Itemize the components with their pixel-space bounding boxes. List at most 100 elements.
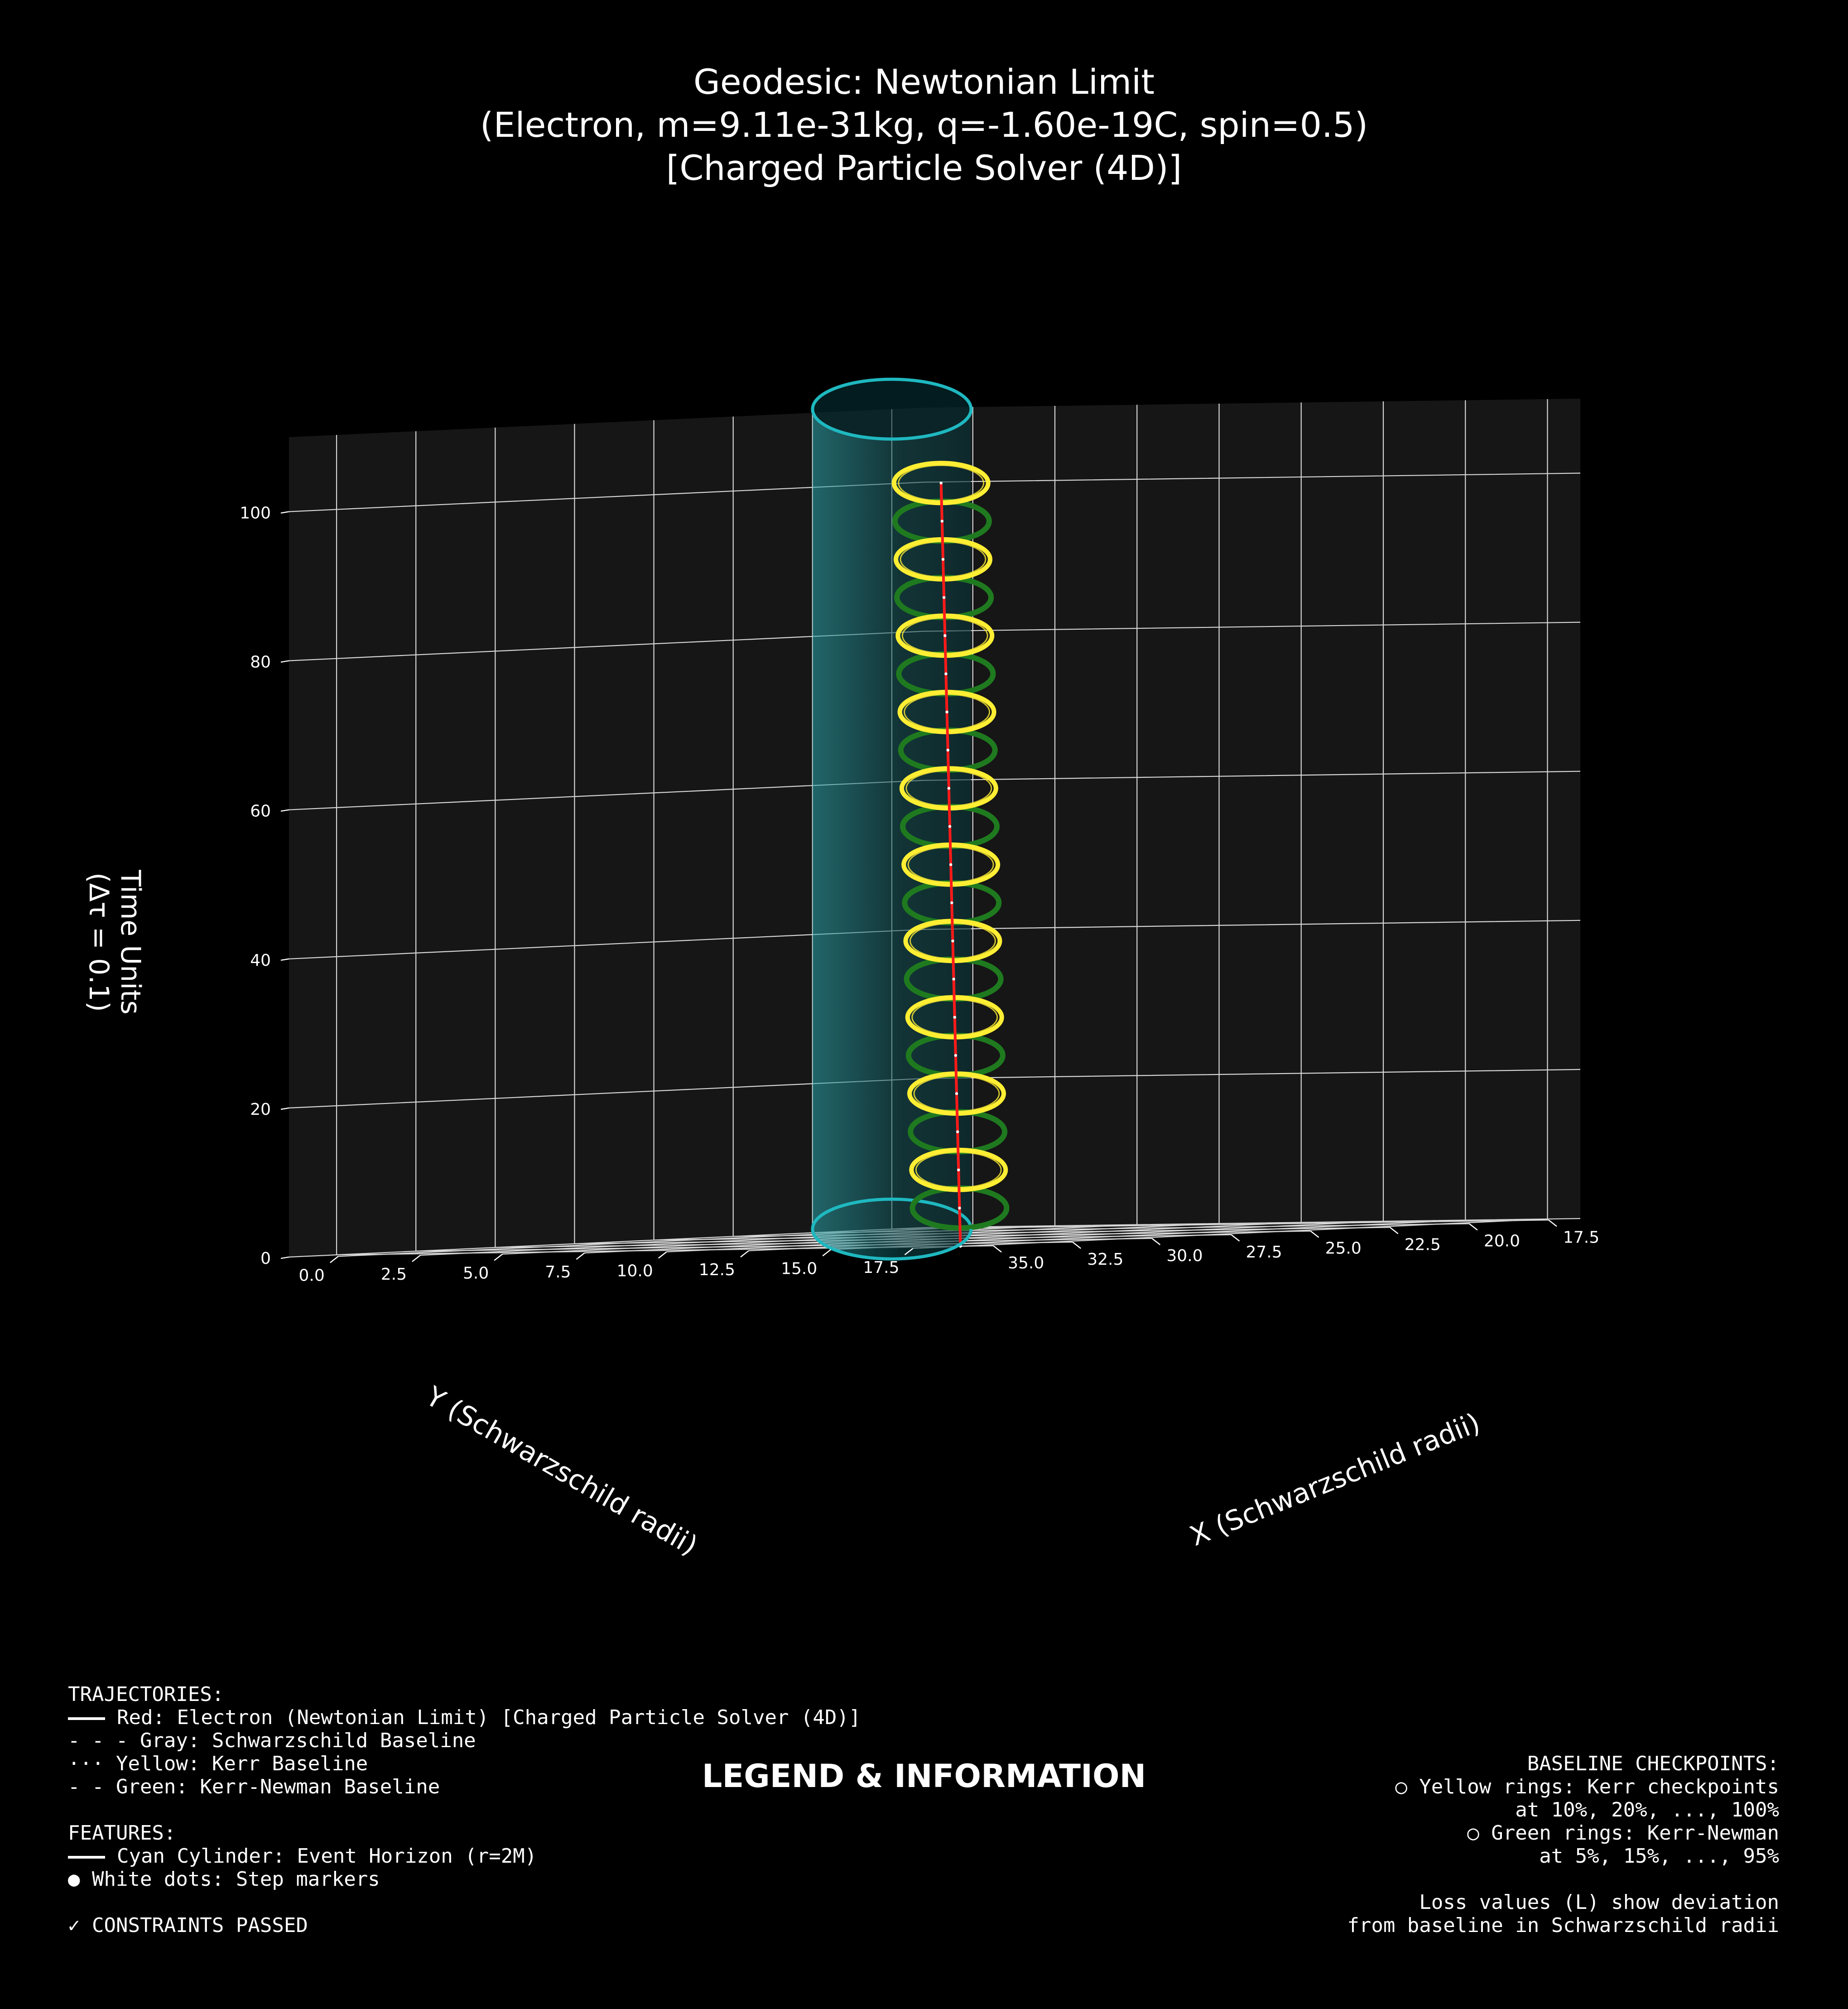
x-tick-label-3: 25.0 — [1325, 1239, 1362, 1258]
x-tick-1 — [1469, 1223, 1478, 1231]
legend-left-line-3: ··· Yellow: Kerr Baseline — [68, 1752, 368, 1775]
y-tick-label-6: 15.0 — [781, 1260, 817, 1278]
y-tick-label-1: 2.5 — [381, 1265, 407, 1284]
x-tick-0 — [1548, 1219, 1557, 1227]
step-marker-3 — [956, 1130, 959, 1133]
legend-right-line-6: Loss values (L) show deviation — [1419, 1891, 1779, 1914]
z-tick-label-1: 20 — [250, 1100, 271, 1119]
event-horizon-bottom-front — [811, 1229, 973, 1261]
legend-right-line-4: at 5%, 15%, ..., 95% — [1539, 1845, 1779, 1868]
z-tick-label-2: 40 — [250, 951, 271, 970]
step-marker-1 — [958, 1206, 961, 1210]
x-tick-5 — [1151, 1238, 1161, 1245]
x-tick-label-6: 32.5 — [1087, 1250, 1123, 1269]
step-marker-7 — [952, 978, 955, 981]
y-tick-1 — [412, 1255, 421, 1262]
y-tick-label-3: 7.5 — [545, 1263, 571, 1282]
step-marker-13 — [946, 748, 949, 752]
y-tick-6 — [822, 1249, 831, 1257]
x-tick-label-2: 22.5 — [1405, 1236, 1441, 1254]
y-tick-5 — [740, 1250, 749, 1257]
step-marker-15 — [944, 672, 948, 675]
legend-right-line-1: ○ Yellow rings: Kerr checkpoints — [1395, 1775, 1779, 1798]
y-tick-4 — [658, 1251, 667, 1259]
z-tick-5 — [280, 511, 289, 514]
event-horizon-bottom-back — [811, 1197, 973, 1229]
y-tick-3 — [576, 1253, 585, 1260]
z-axis-label-line-1: (Δτ = 0.1) — [83, 872, 115, 1012]
y-tick-label-2: 5.0 — [463, 1264, 489, 1283]
legend-heading: LEGEND & INFORMATION — [702, 1758, 1146, 1795]
step-marker-10 — [949, 863, 953, 866]
step-marker-8 — [951, 939, 954, 943]
step-marker-18 — [941, 558, 945, 561]
legend-left-line-7: Cyan Cylinder: Event Horizon (r=2M) — [117, 1845, 537, 1868]
z-tick-1 — [280, 1107, 289, 1110]
step-marker-5 — [954, 1054, 958, 1057]
x-tick-label-7: 35.0 — [1008, 1254, 1044, 1272]
z-axis-label-line-0: Time Units — [115, 869, 146, 1014]
y-tick-label-5: 12.5 — [699, 1261, 735, 1279]
step-marker-17 — [942, 596, 946, 599]
axes-ticks — [280, 511, 1557, 1263]
y-tick-label-7: 17.5 — [863, 1258, 899, 1277]
event-horizon-top — [811, 377, 973, 441]
event-horizon-front — [811, 377, 973, 1261]
x-tick-label-0: 17.5 — [1563, 1228, 1599, 1247]
trajectory-group — [939, 482, 962, 1248]
step-marker-4 — [955, 1092, 958, 1095]
y-axis-label: Y (Schwarzschild radii) — [420, 1380, 703, 1562]
step-marker-16 — [943, 634, 947, 637]
x-tick-4 — [1231, 1234, 1240, 1242]
legend-left-line-2: - - - Gray: Schwarzschild Baseline — [68, 1729, 476, 1752]
z-tick-2 — [280, 958, 289, 961]
grid-floor-y-7 — [913, 1218, 1548, 1249]
chart-title-line-1: (Electron, m=9.11e-31kg, q=-1.60e-19C, s… — [480, 105, 1368, 145]
legend-right-line-2: at 10%, 20%, ..., 100% — [1515, 1798, 1779, 1821]
step-marker-20 — [939, 482, 943, 485]
z-tick-0 — [280, 1256, 289, 1259]
x-tick-3 — [1310, 1230, 1319, 1238]
x-tick-7 — [993, 1245, 1002, 1253]
x-tick-label-4: 27.5 — [1246, 1243, 1282, 1262]
y-tick-0 — [330, 1256, 339, 1263]
pane-back-left — [289, 408, 924, 1257]
step-marker-14 — [945, 710, 948, 713]
step-marker-11 — [948, 825, 952, 828]
z-tick-label-4: 80 — [250, 653, 271, 672]
y-tick-7 — [904, 1248, 914, 1255]
y-tick-label-0: 0.0 — [298, 1267, 324, 1285]
z-tick-3 — [280, 809, 289, 812]
legend-left-line-1: Red: Electron (Newtonian Limit) [Charged… — [117, 1706, 861, 1729]
legend-left-line-4: - - Green: Kerr-Newman Baseline — [68, 1775, 440, 1798]
step-marker-19 — [940, 520, 944, 523]
legend-right-line-0: BASELINE CHECKPOINTS: — [1527, 1752, 1779, 1775]
event-horizon-back — [811, 409, 973, 1259]
y-tick-label-4: 10.0 — [617, 1262, 653, 1281]
step-marker-6 — [953, 1016, 956, 1019]
pane-back-right — [924, 399, 1580, 1228]
legend-left-line-8: ● White dots: Step markers — [68, 1868, 380, 1891]
event-horizon-body — [812, 409, 971, 1259]
step-marker-2 — [957, 1168, 960, 1171]
legend-left-line-6: FEATURES: — [68, 1821, 176, 1845]
axes-panes — [289, 399, 1580, 1257]
z-tick-label-3: 60 — [250, 802, 271, 821]
z-tick-label-0: 0 — [260, 1249, 271, 1268]
y-tick-2 — [494, 1253, 503, 1261]
legend-left-line-10: ✓ CONSTRAINTS PASSED — [68, 1914, 308, 1937]
x-tick-6 — [1072, 1242, 1081, 1249]
x-tick-label-5: 30.0 — [1166, 1247, 1203, 1265]
step-marker-12 — [947, 787, 951, 790]
grid-floor-y-4 — [666, 1222, 1301, 1253]
x-tick-label-1: 20.0 — [1484, 1232, 1520, 1250]
z-tick-4 — [280, 660, 289, 663]
x-tick-2 — [1389, 1227, 1399, 1234]
legend-right-line-7: from baseline in Schwarzschild radii — [1347, 1914, 1779, 1937]
z-tick-label-5: 100 — [240, 504, 271, 523]
step-marker-9 — [950, 901, 953, 905]
legend-right-line-3: ○ Green rings: Kerr-Newman — [1467, 1821, 1779, 1845]
x-axis-label: X (Schwarzschild radii) — [1185, 1407, 1484, 1552]
